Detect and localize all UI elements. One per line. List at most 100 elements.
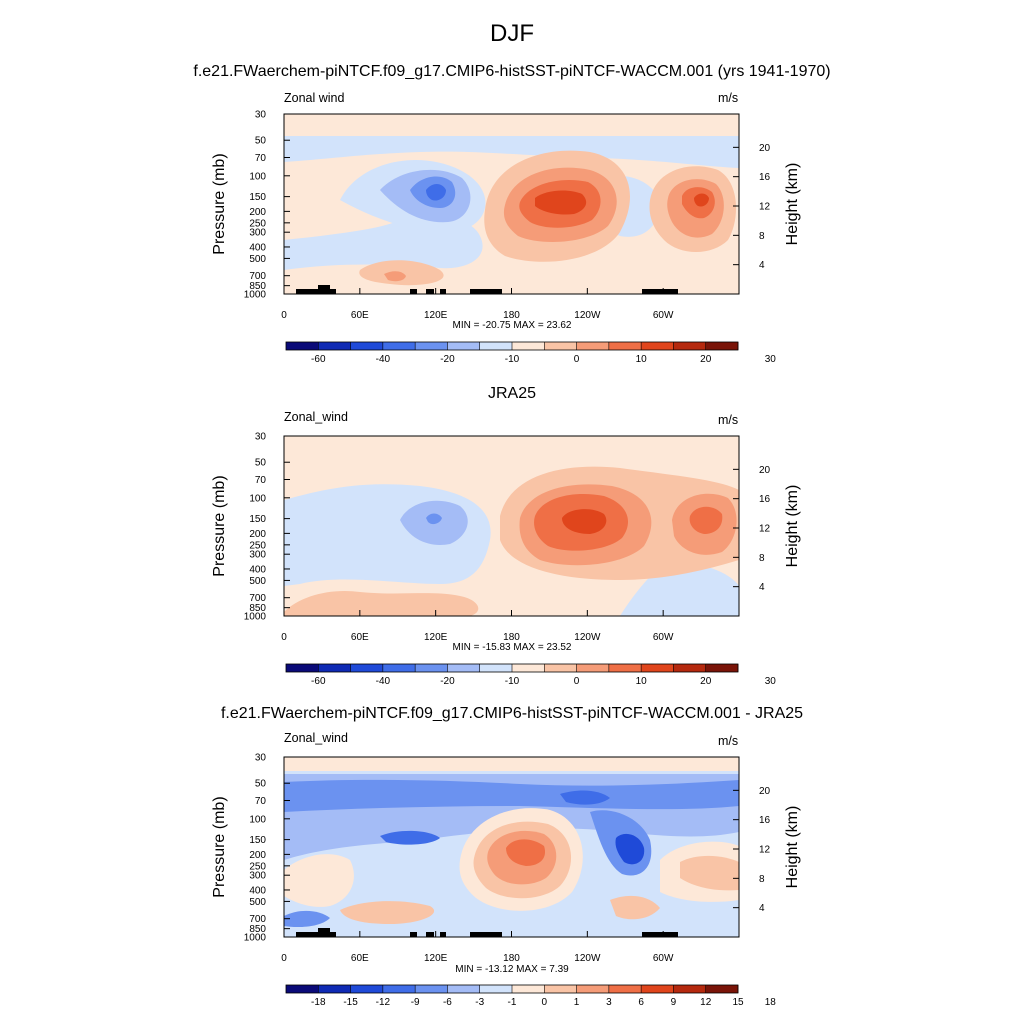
panel1-contours bbox=[284, 114, 739, 294]
pressure-tick-label: 30 bbox=[255, 432, 267, 443]
pressure-tick-label: 100 bbox=[249, 493, 266, 504]
pressure-tick-label: 30 bbox=[255, 753, 267, 764]
panel2-jet2-inner bbox=[689, 506, 723, 534]
colorbar-swatch bbox=[576, 985, 610, 993]
colorbar-swatch bbox=[576, 664, 610, 672]
colorbar-label: 0 bbox=[574, 354, 580, 365]
panel3-topo-6 bbox=[470, 932, 502, 937]
pressure-tick-label: 70 bbox=[255, 796, 267, 807]
lon-tick-label: 180 bbox=[503, 632, 520, 643]
pressure-tick-label: 200 bbox=[249, 207, 266, 218]
colorbar-swatch bbox=[608, 985, 642, 993]
panel2-ylabel-left: Pressure (mb) bbox=[211, 475, 228, 577]
colorbar-label: 20 bbox=[700, 354, 712, 365]
colorbar-swatch bbox=[479, 342, 513, 350]
panel1-title: f.e21.FWaerchem-piNTCF.f09_g17.CMIP6-his… bbox=[193, 63, 831, 80]
panel3-title: f.e21.FWaerchem-piNTCF.f09_g17.CMIP6-his… bbox=[220, 705, 804, 722]
colorbar-label: 12 bbox=[700, 997, 712, 1008]
pressure-tick-label: 70 bbox=[255, 153, 267, 164]
colorbar-label: 6 bbox=[638, 997, 644, 1008]
height-tick-label: 8 bbox=[759, 553, 765, 564]
pressure-tick-label: 1000 bbox=[244, 290, 267, 301]
panel1-minmax: MIN = -20.75 MAX = 23.62 bbox=[452, 320, 572, 331]
panel2-units-label: m/s bbox=[718, 413, 739, 427]
pressure-tick-label: 500 bbox=[249, 897, 266, 908]
colorbar-swatch bbox=[382, 985, 416, 993]
colorbar-label: 18 bbox=[765, 997, 777, 1008]
colorbar-swatch bbox=[705, 664, 739, 672]
panel2-minmax: MIN = -15.83 MAX = 23.52 bbox=[452, 642, 572, 653]
colorbar-swatch bbox=[415, 985, 448, 993]
colorbar-label: -15 bbox=[343, 997, 358, 1008]
panel3-contours bbox=[284, 757, 739, 937]
panel3-strat-low-core bbox=[560, 790, 610, 805]
pressure-tick-label: 700 bbox=[249, 593, 266, 604]
colorbar-label: -3 bbox=[475, 997, 484, 1008]
panel3-colorbar: -18 -15 -12 -9 -6 -3 -1 0 1 3 6 9 12 15 18 bbox=[285, 984, 777, 1008]
panel2-surface-high bbox=[284, 590, 479, 616]
lon-tick-label: 180 bbox=[503, 953, 520, 964]
colorbar-swatch bbox=[415, 664, 448, 672]
height-tick-label: 12 bbox=[759, 524, 771, 535]
pressure-tick-label: 400 bbox=[249, 885, 266, 896]
lon-tick-label: 120W bbox=[574, 632, 601, 643]
panel1-topo-1 bbox=[296, 289, 336, 294]
pressure-tick-label: 50 bbox=[255, 136, 267, 147]
panel3-surface-low-west bbox=[284, 910, 330, 928]
colorbar-swatch bbox=[673, 664, 707, 672]
colorbar-swatch bbox=[286, 985, 319, 993]
pressure-tick-label: 250 bbox=[249, 861, 266, 872]
lon-tick-label: 120W bbox=[574, 310, 601, 321]
colorbar-label: -10 bbox=[505, 676, 520, 687]
colorbar-label: -10 bbox=[505, 354, 520, 365]
height-tick-label: 20 bbox=[759, 143, 771, 154]
panel1-topo-5 bbox=[440, 289, 446, 294]
colorbar-swatch bbox=[447, 985, 481, 993]
panel1-topo-3 bbox=[410, 289, 417, 294]
lon-tick-label: 120W bbox=[574, 953, 601, 964]
colorbar-label: 3 bbox=[606, 997, 612, 1008]
pressure-tick-label: 700 bbox=[249, 271, 266, 282]
colorbar-swatch bbox=[318, 342, 351, 350]
panel2-east-low bbox=[620, 560, 739, 616]
panel3-topo-4 bbox=[426, 932, 434, 937]
colorbar-label: 10 bbox=[636, 354, 648, 365]
colorbar-swatch bbox=[673, 985, 707, 993]
colorbar-swatch bbox=[512, 664, 545, 672]
pressure-tick-label: 850 bbox=[249, 603, 266, 614]
colorbar-label: -40 bbox=[376, 354, 391, 365]
panel3-variable-label: Zonal_wind bbox=[284, 731, 348, 745]
panel1-jet-low-core bbox=[426, 184, 446, 201]
colorbar-label: -12 bbox=[376, 997, 391, 1008]
colorbar-swatch bbox=[641, 342, 674, 350]
pressure-tick-label: 500 bbox=[249, 254, 266, 265]
pressure-tick-label: 850 bbox=[249, 281, 266, 292]
colorbar-label: 20 bbox=[700, 676, 712, 687]
height-tick-label: 16 bbox=[759, 815, 771, 826]
lon-tick-label: 120E bbox=[424, 953, 448, 964]
pressure-tick-label: 150 bbox=[249, 835, 266, 846]
panel3-low-west bbox=[380, 830, 440, 845]
panel3-low-east-core bbox=[615, 833, 645, 865]
pressure-tick-label: 1000 bbox=[244, 933, 267, 944]
panel2-title: JRA25 bbox=[487, 385, 537, 402]
panel3-topography bbox=[296, 928, 678, 937]
panel1-topography bbox=[296, 285, 678, 294]
panel1-surface-high-core bbox=[384, 271, 406, 282]
pressure-tick-label: 200 bbox=[249, 529, 266, 540]
panel3-units-label: m/s bbox=[718, 734, 739, 748]
panel3-strat-low-mid bbox=[284, 779, 739, 812]
colorbar-swatch bbox=[286, 664, 319, 672]
lon-tick-label: 60W bbox=[653, 632, 674, 643]
height-tick-label: 12 bbox=[759, 202, 771, 213]
colorbar-swatch bbox=[447, 664, 481, 672]
height-tick-label: 12 bbox=[759, 845, 771, 856]
colorbar-label: 0 bbox=[542, 997, 548, 1008]
colorbar-label: -60 bbox=[311, 354, 326, 365]
panel2-variable-label: Zonal_wind bbox=[284, 410, 348, 424]
pressure-tick-label: 150 bbox=[249, 514, 266, 525]
panel1-jet1-core bbox=[535, 190, 587, 215]
pressure-tick-label: 30 bbox=[255, 110, 267, 121]
